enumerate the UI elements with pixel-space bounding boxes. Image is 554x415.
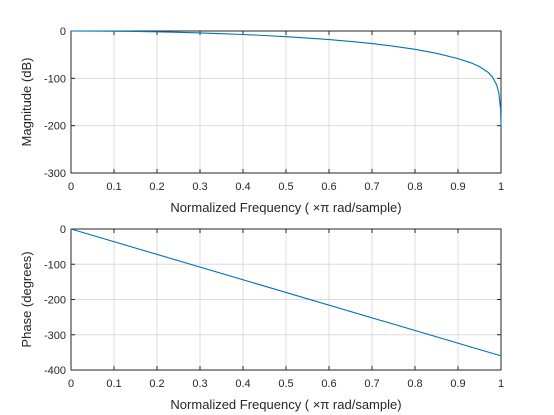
magnitude-x-tick-label: 0.2 xyxy=(149,181,164,193)
phase-y-tick-label: 0 xyxy=(60,224,66,236)
phase-series-line xyxy=(70,228,502,357)
magnitude-y-tick-label: 0 xyxy=(60,26,66,38)
phase-x-tick-label: 1 xyxy=(498,378,504,390)
phase-x-tick-label: 0.7 xyxy=(364,378,379,390)
magnitude-x-tick-label: 0.6 xyxy=(321,181,336,193)
magnitude-x-tick-label: 1 xyxy=(498,181,504,193)
phase-x-tick-label: 0.4 xyxy=(235,378,250,390)
phase-x-tick-label: 0.5 xyxy=(278,378,293,390)
magnitude-x-axis-label: Normalized Frequency ( ×π rad/sample) xyxy=(170,200,401,215)
magnitude-y-tick-label: -200 xyxy=(44,121,66,133)
magnitude-x-tick-label: 0.7 xyxy=(364,181,379,193)
phase-x-tick-label: 0.1 xyxy=(106,378,121,390)
phase-y-tick-label: -400 xyxy=(44,365,66,377)
magnitude-x-tick-label: 0.3 xyxy=(192,181,207,193)
phase-x-tick-label: 0 xyxy=(68,378,74,390)
magnitude-y-tick-label: -300 xyxy=(44,168,66,180)
phase-y-tick-label: -300 xyxy=(44,330,66,342)
magnitude-plot: 0 0.1 0.2 0.3 0.4 0.5 0.6 0.7 0.8 0.9 1 -300 -200 -10… xyxy=(19,26,504,215)
phase-y-axis-label: Phase (degrees) xyxy=(19,251,34,347)
phase-y-tick-label: -200 xyxy=(44,295,66,307)
magnitude-series-line xyxy=(70,30,502,126)
phase-x-tick-label: 0.6 xyxy=(321,378,336,390)
phase-x-tick-label: 0.3 xyxy=(192,378,207,390)
magnitude-x-tick-label: 0.9 xyxy=(450,181,465,193)
phase-y-tick-label: -100 xyxy=(44,259,66,271)
magnitude-y-axis-label: Magnitude (dB) xyxy=(19,58,34,147)
magnitude-x-tick-label: 0 xyxy=(68,181,74,193)
magnitude-x-tick-label: 0.5 xyxy=(278,181,293,193)
magnitude-x-tick-label: 0.8 xyxy=(407,181,422,193)
magnitude-y-tick-label: -100 xyxy=(44,73,66,85)
phase-x-tick-label: 0.2 xyxy=(149,378,164,390)
phase-x-axis-label: Normalized Frequency ( ×π rad/sample) xyxy=(170,397,401,412)
magnitude-x-tick-label: 0.4 xyxy=(235,181,250,193)
phase-plot: 0 0.1 0.2 0.3 0.4 0.5 0.6 0.7 0.8 0.9 1 -400 -300 -20… xyxy=(19,224,504,412)
phase-x-tick-label: 0.9 xyxy=(450,378,465,390)
magnitude-x-tick-label: 0.1 xyxy=(106,181,121,193)
phase-x-tick-label: 0.8 xyxy=(407,378,422,390)
